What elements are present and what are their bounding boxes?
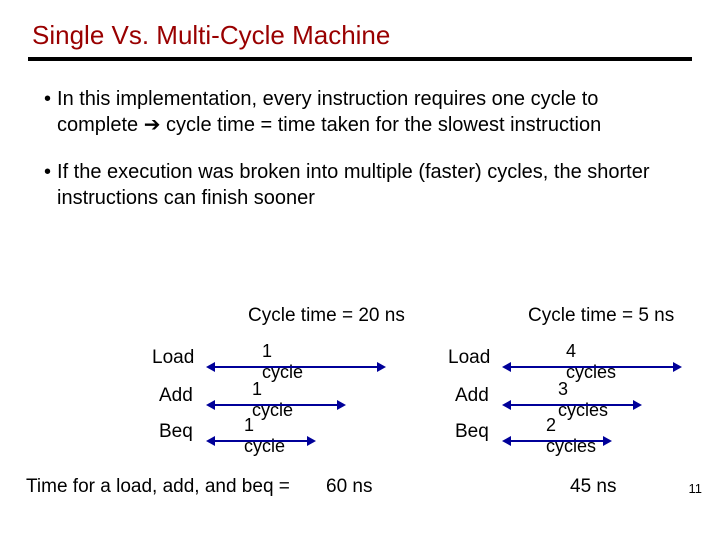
bullet-item: • In this implementation, every instruct… xyxy=(44,87,676,138)
bullet-text: In this implementation, every instructio… xyxy=(57,87,676,138)
double-arrow-icon xyxy=(206,399,346,411)
instruction-label: Add xyxy=(159,385,193,407)
bullet-marker: • xyxy=(44,160,51,211)
page-number: 11 xyxy=(689,481,703,496)
double-arrow-icon xyxy=(206,361,386,373)
instruction-label: Add xyxy=(455,385,489,407)
double-arrow-icon xyxy=(502,435,612,447)
footer-label: Time for a load, add, and beq = xyxy=(26,476,290,498)
instruction-label: Beq xyxy=(159,421,193,443)
footer-value-single: 60 ns xyxy=(326,476,372,498)
double-arrow-icon xyxy=(502,399,642,411)
column-header: Cycle time = 5 ns xyxy=(528,305,674,327)
instruction-label: Load xyxy=(448,347,490,369)
footer-value-multi: 45 ns xyxy=(570,476,616,498)
bullet-text: If the execution was broken into multipl… xyxy=(57,160,676,211)
double-arrow-icon xyxy=(502,361,682,373)
bullet-list: • In this implementation, every instruct… xyxy=(0,61,720,211)
bullet-item: • If the execution was broken into multi… xyxy=(44,160,676,211)
double-arrow-icon xyxy=(206,435,316,447)
bullet-marker: • xyxy=(44,87,51,138)
slide-title: Single Vs. Multi-Cycle Machine xyxy=(0,0,720,57)
column-header: Cycle time = 20 ns xyxy=(248,305,405,327)
instruction-label: Load xyxy=(152,347,194,369)
instruction-label: Beq xyxy=(455,421,489,443)
